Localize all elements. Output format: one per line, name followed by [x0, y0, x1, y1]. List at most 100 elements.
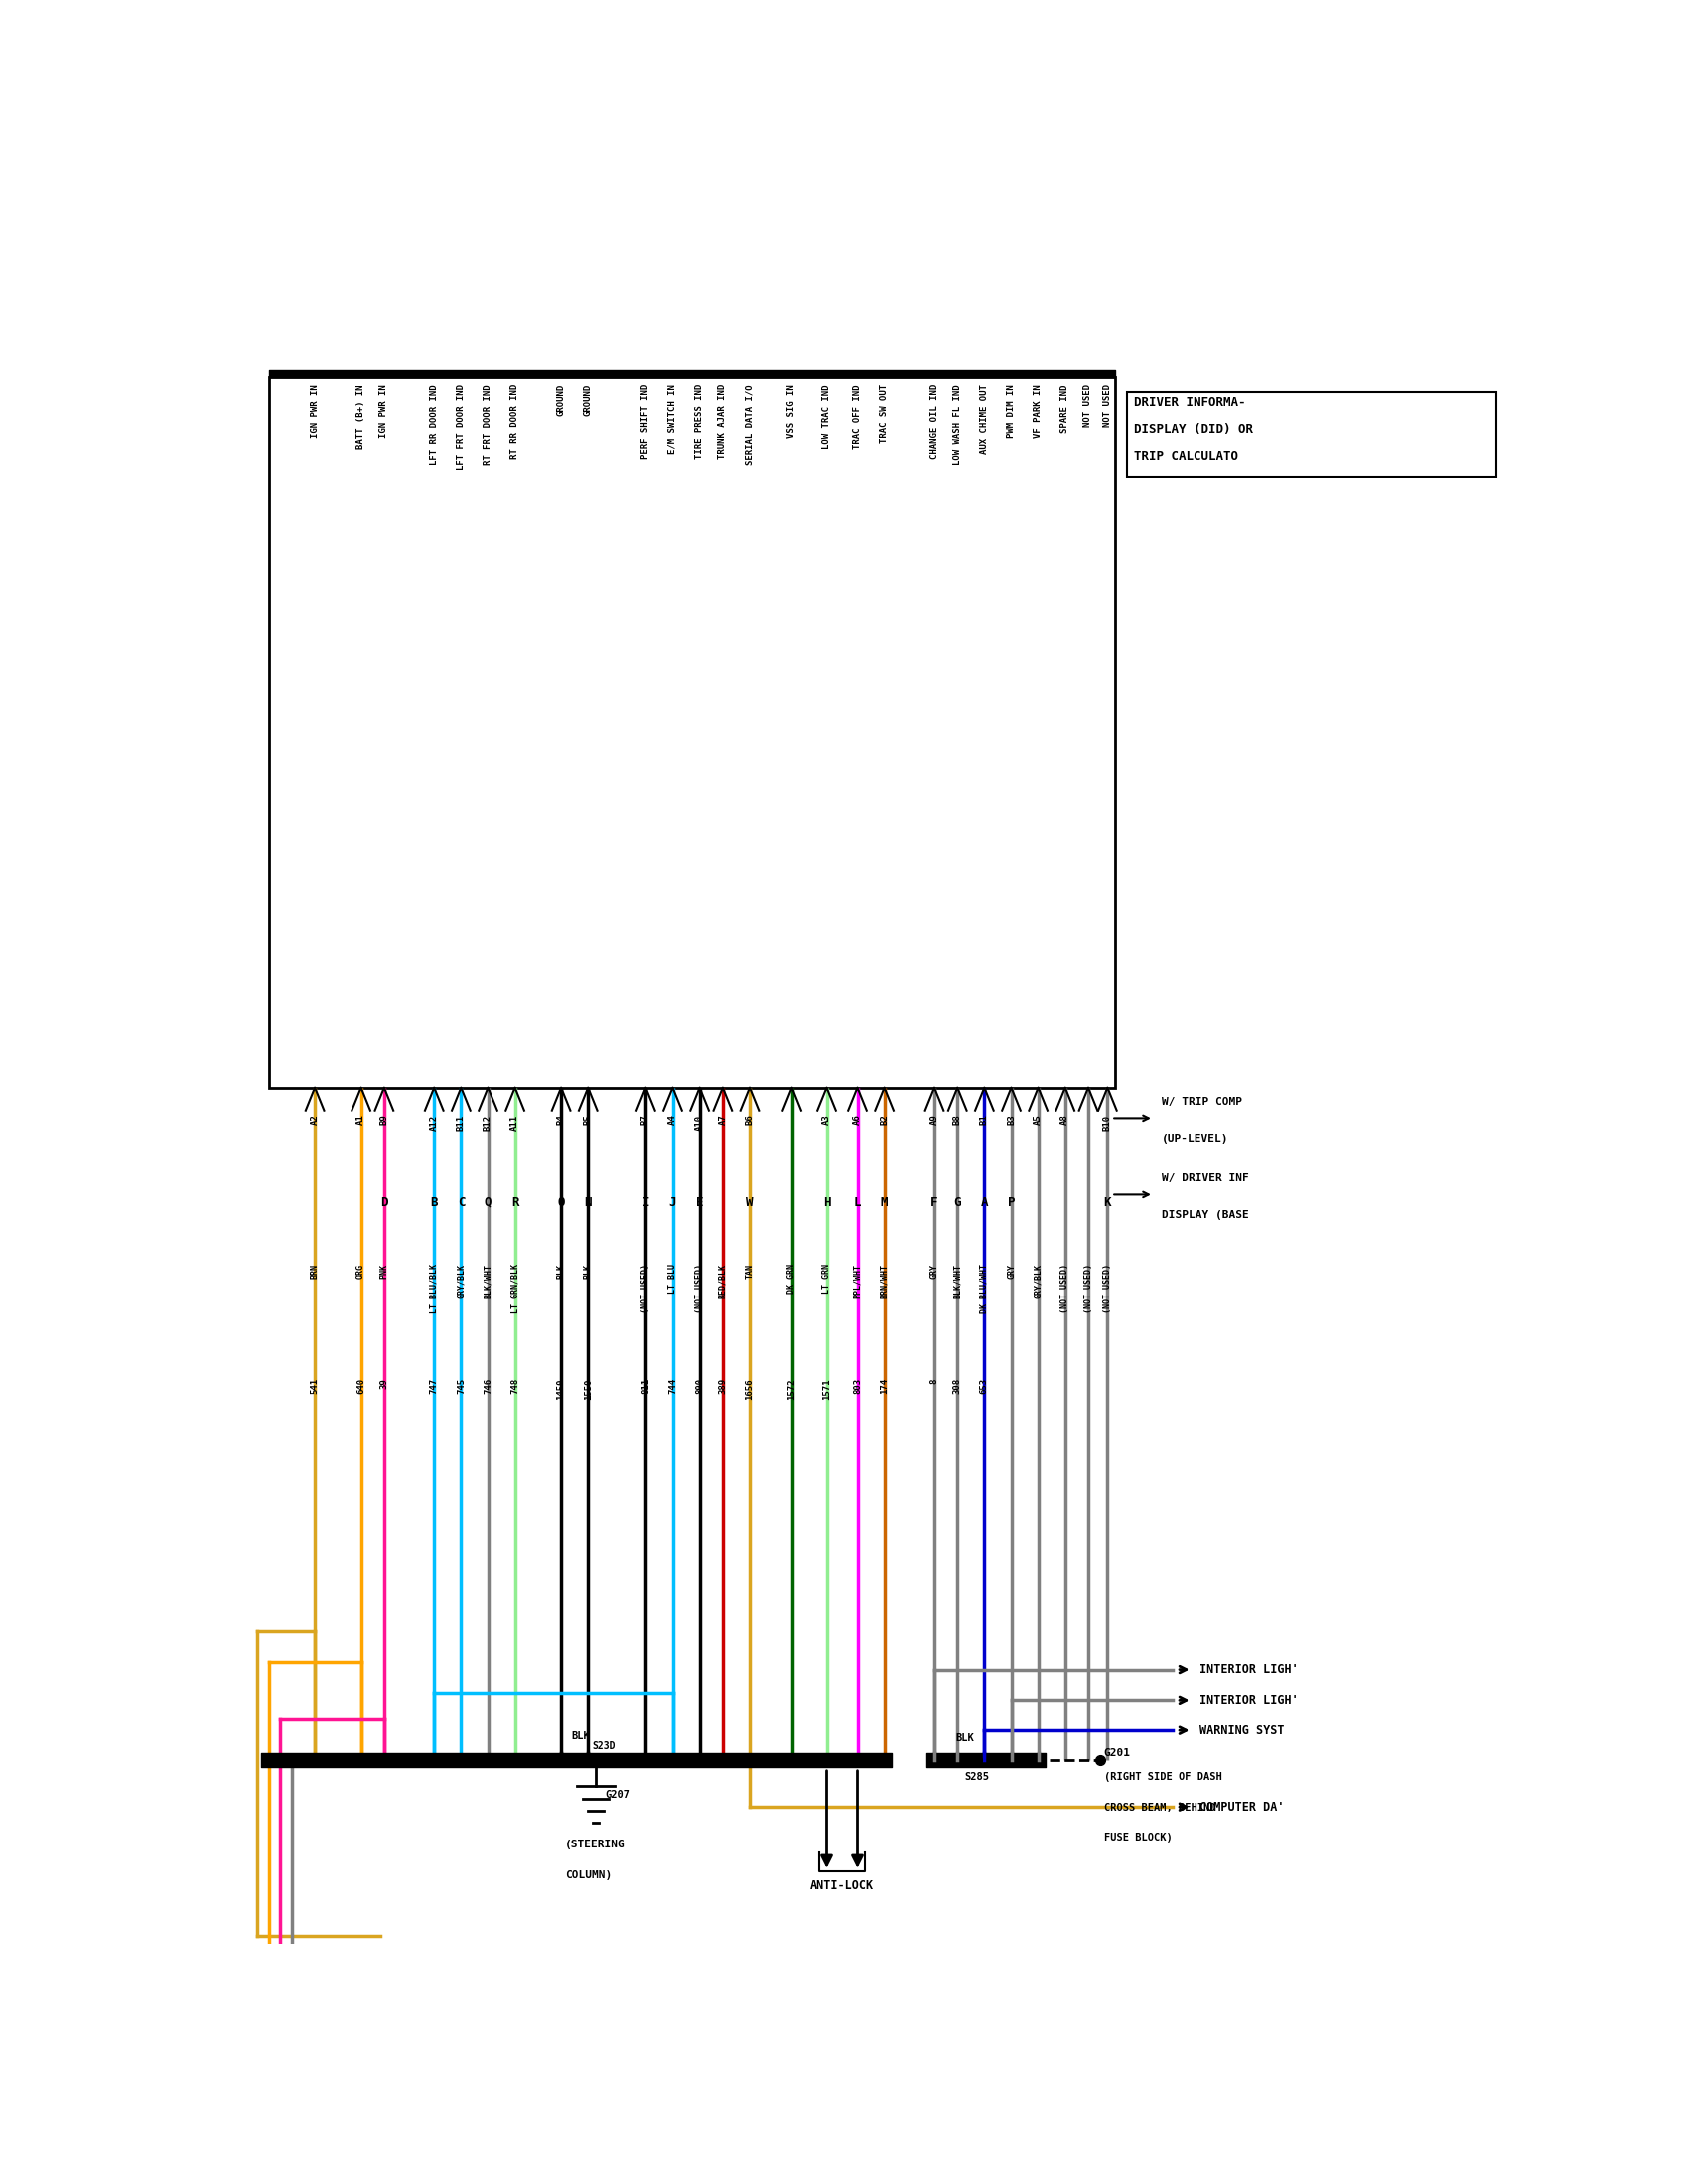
Text: 748: 748 [510, 1378, 520, 1393]
Text: GRY: GRY [1006, 1262, 1016, 1278]
Text: 39: 39 [380, 1378, 388, 1389]
Text: RED/BLK: RED/BLK [719, 1262, 728, 1297]
Text: TRAC OFF IND: TRAC OFF IND [852, 384, 863, 448]
Text: A10: A10 [695, 1114, 704, 1131]
Text: ORG: ORG [356, 1262, 366, 1278]
Text: TRAC SW OUT: TRAC SW OUT [879, 384, 890, 443]
Text: CROSS BEAM, BEHIND: CROSS BEAM, BEHIND [1104, 1802, 1215, 1813]
Text: 746: 746 [483, 1378, 493, 1393]
Text: B11: B11 [457, 1114, 466, 1131]
Text: ANTI-LOCK: ANTI-LOCK [810, 1878, 874, 1891]
Text: 653: 653 [981, 1378, 989, 1393]
Text: R: R [511, 1197, 518, 1208]
Text: LT GRN: LT GRN [822, 1262, 830, 1293]
Text: GRY/BLK: GRY/BLK [1033, 1262, 1043, 1297]
Text: (NOT USED): (NOT USED) [1060, 1262, 1070, 1313]
Text: N: N [584, 1197, 592, 1208]
Text: GRY: GRY [930, 1262, 939, 1278]
Text: 744: 744 [668, 1378, 677, 1393]
Text: GROUND: GROUND [584, 384, 592, 417]
Text: Q: Q [484, 1197, 491, 1208]
Text: DK GRN: DK GRN [788, 1262, 797, 1293]
Text: 1572: 1572 [788, 1378, 797, 1400]
Text: S285: S285 [964, 1771, 989, 1782]
Text: (NOT USED): (NOT USED) [641, 1262, 650, 1313]
Text: P: P [1008, 1197, 1014, 1208]
Text: H: H [822, 1197, 830, 1208]
Text: D: D [380, 1197, 388, 1208]
Text: B7: B7 [641, 1114, 650, 1125]
Text: B5: B5 [584, 1114, 592, 1125]
Text: GROUND: GROUND [557, 384, 565, 417]
Text: B12: B12 [483, 1114, 493, 1131]
Text: TRIP CALCULATO: TRIP CALCULATO [1134, 450, 1239, 463]
Text: A2: A2 [311, 1114, 319, 1125]
Text: BLK: BLK [584, 1262, 592, 1278]
Text: VSS SIG IN: VSS SIG IN [788, 384, 797, 437]
Text: TAN: TAN [744, 1262, 755, 1278]
Text: I: I [641, 1197, 650, 1208]
Text: FUSE BLOCK): FUSE BLOCK) [1104, 1832, 1171, 1843]
Text: W/ DRIVER INF: W/ DRIVER INF [1161, 1173, 1249, 1184]
Text: (RIGHT SIDE OF DASH: (RIGHT SIDE OF DASH [1104, 1771, 1222, 1782]
FancyBboxPatch shape [268, 376, 1116, 1088]
Text: A7: A7 [719, 1114, 728, 1125]
Text: 811: 811 [641, 1378, 650, 1393]
Text: RT RR DOOR IND: RT RR DOOR IND [510, 384, 520, 459]
Text: DRIVER INFORMA-: DRIVER INFORMA- [1134, 395, 1246, 408]
Text: BLK/WHT: BLK/WHT [954, 1262, 962, 1297]
Text: DK BLU/WHT: DK BLU/WHT [981, 1262, 989, 1313]
Text: CHANGE OIL IND: CHANGE OIL IND [930, 384, 939, 459]
Text: LFT FRT DOOR IND: LFT FRT DOOR IND [457, 384, 466, 470]
Text: M: M [881, 1197, 888, 1208]
Text: B2: B2 [879, 1114, 890, 1125]
Text: E/M SWITCH IN: E/M SWITCH IN [668, 384, 677, 454]
Text: 1550: 1550 [584, 1378, 592, 1400]
Text: LT BLU: LT BLU [668, 1262, 677, 1293]
Text: WARNING SYST: WARNING SYST [1200, 1723, 1285, 1736]
Text: PNK: PNK [380, 1262, 388, 1278]
Text: (STEERING: (STEERING [565, 1839, 625, 1850]
Text: W: W [746, 1197, 753, 1208]
Text: LT BLU/BLK: LT BLU/BLK [430, 1262, 439, 1313]
Text: (NOT USED): (NOT USED) [1084, 1262, 1092, 1313]
Text: PWM DIM IN: PWM DIM IN [1006, 384, 1016, 437]
Text: O: O [557, 1197, 565, 1208]
Text: C: C [457, 1197, 464, 1208]
Text: COLUMN): COLUMN) [565, 1870, 611, 1880]
Text: 800: 800 [695, 1378, 704, 1393]
Text: IGN PWR IN: IGN PWR IN [380, 384, 388, 437]
Text: A4: A4 [668, 1114, 677, 1125]
Text: W/ TRIP COMP: W/ TRIP COMP [1161, 1096, 1242, 1107]
Text: BLK: BLK [955, 1734, 974, 1743]
Text: (NOT USED): (NOT USED) [695, 1262, 704, 1313]
Text: G: G [954, 1197, 960, 1208]
Text: B3: B3 [1006, 1114, 1016, 1125]
Text: NOT USED: NOT USED [1102, 384, 1112, 428]
Text: B6: B6 [744, 1114, 755, 1125]
Text: LT GRN/BLK: LT GRN/BLK [510, 1262, 520, 1313]
Text: BLK: BLK [557, 1262, 565, 1278]
Text: RT FRT DOOR IND: RT FRT DOOR IND [483, 384, 493, 465]
Text: 8: 8 [930, 1378, 939, 1382]
Text: 1656: 1656 [744, 1378, 755, 1400]
Text: B1: B1 [981, 1114, 989, 1125]
Text: A11: A11 [510, 1114, 520, 1131]
Text: 1450: 1450 [557, 1378, 565, 1400]
Text: K: K [1104, 1197, 1111, 1208]
Text: 640: 640 [356, 1378, 366, 1393]
Text: L: L [854, 1197, 861, 1208]
Text: INTERIOR LIGH': INTERIOR LIGH' [1200, 1693, 1298, 1706]
Text: B4: B4 [557, 1114, 565, 1125]
Text: INTERIOR LIGH': INTERIOR LIGH' [1200, 1662, 1298, 1675]
Text: LFT RR DOOR IND: LFT RR DOOR IND [430, 384, 439, 465]
Text: DISPLAY (DID) OR: DISPLAY (DID) OR [1134, 424, 1254, 435]
Text: A3: A3 [822, 1114, 830, 1125]
Text: A5: A5 [1033, 1114, 1043, 1125]
Text: SPARE IND: SPARE IND [1060, 384, 1070, 432]
Text: A1: A1 [356, 1114, 366, 1125]
Text: PPL/WHT: PPL/WHT [852, 1262, 863, 1297]
Text: TRUNK AJAR IND: TRUNK AJAR IND [719, 384, 728, 459]
Text: A12: A12 [430, 1114, 439, 1131]
Text: G207: G207 [604, 1791, 630, 1800]
